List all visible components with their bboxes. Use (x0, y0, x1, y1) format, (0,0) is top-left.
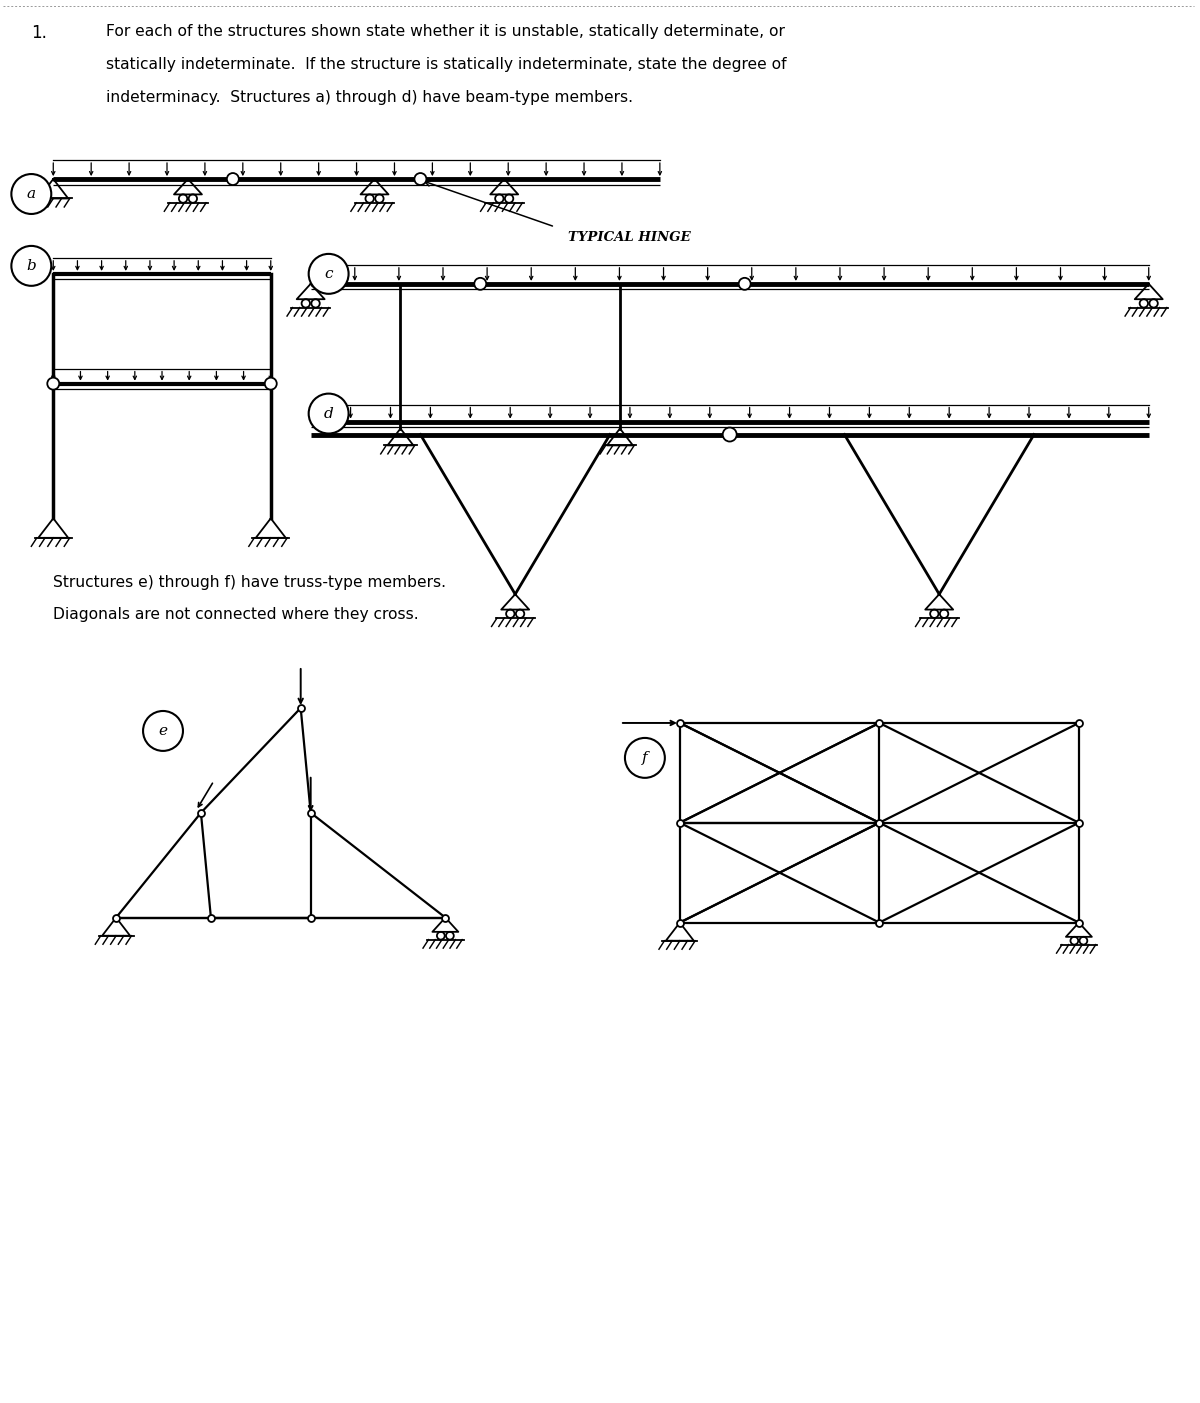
Text: TYPICAL HINGE: TYPICAL HINGE (568, 231, 691, 244)
Text: f: f (642, 751, 648, 765)
Text: For each of the structures shown state whether it is unstable, statically determ: For each of the structures shown state w… (106, 24, 785, 39)
Text: a: a (26, 187, 36, 201)
Text: Structures e) through f) have truss-type members.: Structures e) through f) have truss-type… (53, 575, 446, 591)
Circle shape (414, 173, 426, 185)
Circle shape (308, 394, 348, 434)
Circle shape (11, 246, 52, 286)
Circle shape (308, 254, 348, 293)
Circle shape (722, 428, 737, 442)
Circle shape (625, 738, 665, 777)
Circle shape (11, 174, 52, 215)
Circle shape (739, 278, 751, 290)
Text: c: c (324, 267, 332, 281)
Text: 1.: 1. (31, 24, 47, 42)
Text: d: d (324, 407, 334, 421)
Circle shape (474, 278, 486, 290)
Circle shape (265, 377, 277, 390)
Circle shape (227, 173, 239, 185)
Text: indeterminacy.  Structures a) through d) have beam-type members.: indeterminacy. Structures a) through d) … (106, 90, 634, 105)
Circle shape (47, 377, 59, 390)
Text: statically indeterminate.  If the structure is statically indeterminate, state t: statically indeterminate. If the structu… (106, 58, 787, 73)
Text: Diagonals are not connected where they cross.: Diagonals are not connected where they c… (53, 607, 419, 622)
Text: b: b (26, 260, 36, 272)
Circle shape (143, 711, 182, 751)
Text: e: e (158, 724, 168, 738)
